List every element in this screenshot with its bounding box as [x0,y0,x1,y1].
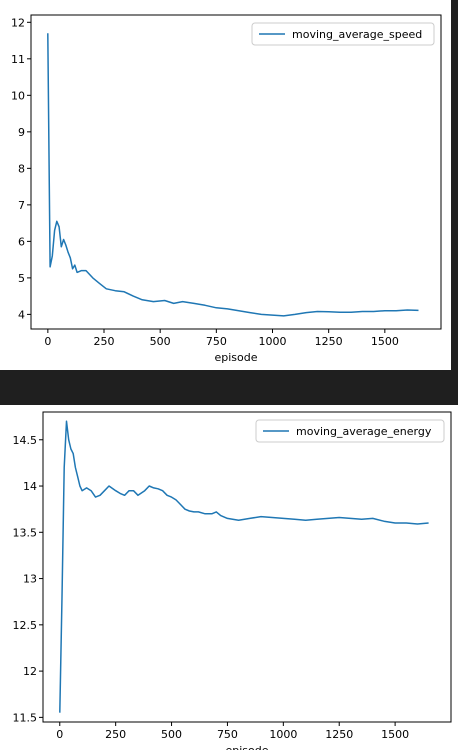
energy-series-line [59,420,429,713]
x-tick-label: 1250 [315,335,343,348]
speed-chart: 0 250 500 750 1000 1250 1500 4 5 6 7 8 9 10 11 12 episod… [11,14,442,364]
x-axis-label: episode [225,744,268,750]
energy-chart-panel: 0 250 500 750 1000 1250 1500 11.5 12 12.5 13 13.5 14… [0,405,458,750]
legend: moving_average_energy [255,419,445,443]
x-tick-label: 750 [206,335,227,348]
x-tick-label: 250 [105,728,126,741]
y-tick-label: 13.5 [13,526,38,539]
y-tick-label: 6 [18,235,25,248]
y-tick-label: 11 [11,53,25,66]
plot-frame [42,411,452,723]
y-tick-label: 4 [18,308,25,321]
legend-box [251,22,435,46]
y-tick-label: 13 [23,573,37,586]
legend-label: moving_average_speed [292,28,422,41]
y-tick-label: 9 [18,126,25,139]
x-tick-label: 1500 [371,335,399,348]
speed-chart-panel: 0 250 500 750 1000 1250 1500 4 5 6 7 8 9 10 11 12 episod… [0,0,451,370]
energy-chart: 0 250 500 750 1000 1250 1500 11.5 12 12.5 13 13.5 14… [13,411,452,750]
x-tick-label: 500 [150,335,171,348]
legend-label: moving_average_energy [296,425,432,438]
y-tick-label: 11.5 [13,711,38,724]
x-tick-label: 1000 [259,335,287,348]
y-tick-label: 7 [18,199,25,212]
y-tick-label: 12 [23,665,37,678]
y-tick-label: 14.5 [13,434,38,447]
x-axis-label: episode [214,351,257,364]
x-tick-label: 1250 [325,728,353,741]
y-tick-label: 5 [18,272,25,285]
x-tick-label: 750 [217,728,238,741]
x-tick-label: 0 [44,335,51,348]
legend-box [255,419,445,443]
y-tick-label: 14 [23,480,37,493]
plot-frame [30,14,442,330]
x-tick-label: 500 [161,728,182,741]
x-tick-label: 0 [56,728,63,741]
x-tick-label: 250 [94,335,115,348]
y-tick-label: 12 [11,16,25,29]
speed-series-line [47,33,419,317]
y-tick-label: 10 [11,89,25,102]
legend: moving_average_speed [251,22,435,46]
y-tick-label: 8 [18,162,25,175]
y-tick-label: 12.5 [13,619,38,632]
x-tick-label: 1500 [381,728,409,741]
x-tick-label: 1000 [269,728,297,741]
